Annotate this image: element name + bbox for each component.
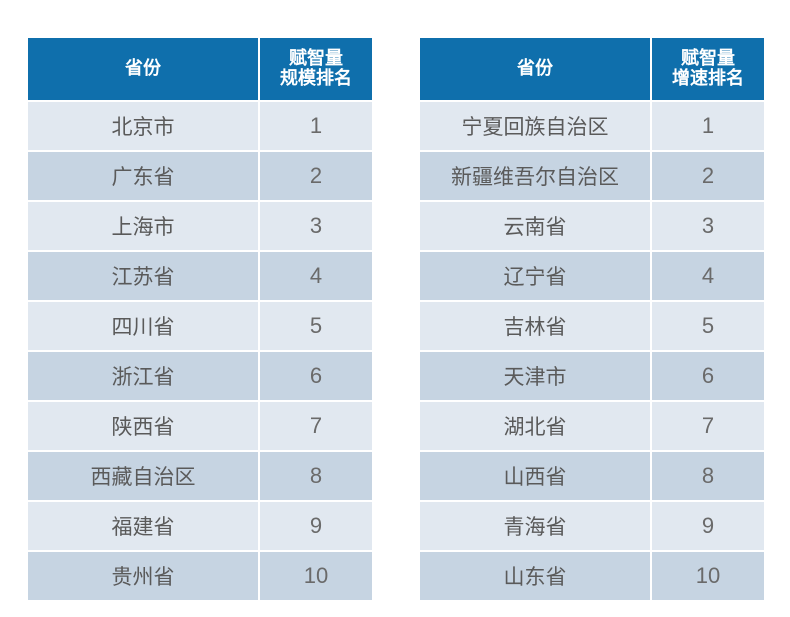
rank-cell: 3 (258, 200, 374, 252)
rank-cell: 5 (258, 300, 374, 352)
rank-header-line1: 赋智量 (681, 48, 735, 69)
table-header-row: 省份 赋智量 规模排名 (26, 36, 374, 102)
province-cell: 陕西省 (26, 400, 260, 452)
table-row: 陕西省 7 (26, 400, 374, 452)
province-cell: 宁夏回族自治区 (418, 100, 652, 152)
rank-cell: 7 (258, 400, 374, 452)
province-cell: 浙江省 (26, 350, 260, 402)
rank-cell: 6 (258, 350, 374, 402)
table-row: 吉林省 5 (418, 300, 766, 352)
table-row: 天津市 6 (418, 350, 766, 402)
rank-cell: 1 (650, 100, 766, 152)
table-row: 云南省 3 (418, 200, 766, 252)
table-row: 江苏省 4 (26, 250, 374, 302)
table-row: 广东省 2 (26, 150, 374, 202)
table-row: 北京市 1 (26, 100, 374, 152)
rank-cell: 10 (258, 550, 374, 602)
table-row: 山西省 8 (418, 450, 766, 502)
province-cell: 吉林省 (418, 300, 652, 352)
province-cell: 四川省 (26, 300, 260, 352)
province-cell: 新疆维吾尔自治区 (418, 150, 652, 202)
rank-header-line2: 增速排名 (672, 68, 744, 89)
province-cell: 青海省 (418, 500, 652, 552)
table-row: 青海省 9 (418, 500, 766, 552)
province-cell: 湖北省 (418, 400, 652, 452)
province-cell: 山东省 (418, 550, 652, 602)
province-cell: 天津市 (418, 350, 652, 402)
rank-header-line1: 赋智量 (289, 48, 343, 69)
province-cell: 西藏自治区 (26, 450, 260, 502)
table-header-row: 省份 赋智量 增速排名 (418, 36, 766, 102)
table-row: 贵州省 10 (26, 550, 374, 602)
table-row: 新疆维吾尔自治区 2 (418, 150, 766, 202)
rank-cell: 4 (650, 250, 766, 302)
province-cell: 山西省 (418, 450, 652, 502)
province-cell: 江苏省 (26, 250, 260, 302)
province-cell: 上海市 (26, 200, 260, 252)
province-column-header: 省份 (26, 36, 260, 102)
table-row: 四川省 5 (26, 300, 374, 352)
rank-cell: 9 (258, 500, 374, 552)
province-cell: 福建省 (26, 500, 260, 552)
province-cell: 广东省 (26, 150, 260, 202)
scale-rank-table: 省份 赋智量 规模排名 北京市 1 广东省 2 上海市 3 江苏省 4 四川省 5 浙江省 6… (26, 36, 374, 602)
rank-cell: 7 (650, 400, 766, 452)
rank-header-line2: 规模排名 (280, 68, 352, 89)
table-row: 宁夏回族自治区 1 (418, 100, 766, 152)
rank-cell: 5 (650, 300, 766, 352)
province-header-label: 省份 (517, 58, 553, 79)
rank-cell: 8 (258, 450, 374, 502)
table-row: 山东省 10 (418, 550, 766, 602)
rank-cell: 10 (650, 550, 766, 602)
rank-cell: 8 (650, 450, 766, 502)
table-row: 辽宁省 4 (418, 250, 766, 302)
rank-cell: 4 (258, 250, 374, 302)
rank-cell: 2 (650, 150, 766, 202)
province-cell: 辽宁省 (418, 250, 652, 302)
province-cell: 北京市 (26, 100, 260, 152)
rank-cell: 6 (650, 350, 766, 402)
table-row: 浙江省 6 (26, 350, 374, 402)
growth-rank-column-header: 赋智量 增速排名 (650, 36, 766, 102)
province-cell: 云南省 (418, 200, 652, 252)
rank-cell: 2 (258, 150, 374, 202)
rank-cell: 1 (258, 100, 374, 152)
scale-rank-column-header: 赋智量 规模排名 (258, 36, 374, 102)
province-column-header: 省份 (418, 36, 652, 102)
province-header-label: 省份 (125, 58, 161, 79)
table-row: 湖北省 7 (418, 400, 766, 452)
table-row: 西藏自治区 8 (26, 450, 374, 502)
table-row: 上海市 3 (26, 200, 374, 252)
growth-rank-table: 省份 赋智量 增速排名 宁夏回族自治区 1 新疆维吾尔自治区 2 云南省 3 辽宁省 4 … (418, 36, 766, 602)
table-row: 福建省 9 (26, 500, 374, 552)
rank-cell: 3 (650, 200, 766, 252)
province-cell: 贵州省 (26, 550, 260, 602)
rank-cell: 9 (650, 500, 766, 552)
